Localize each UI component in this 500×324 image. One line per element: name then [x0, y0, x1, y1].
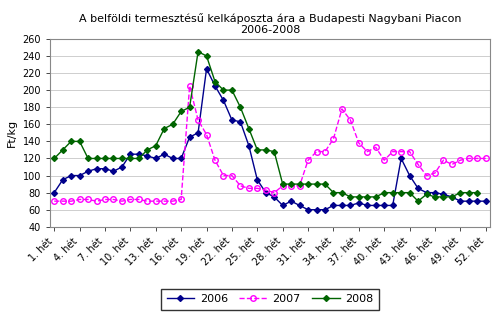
2006 — [305, 208, 311, 212]
Line: 2006: 2006 — [52, 67, 488, 212]
2007 — [186, 84, 192, 88]
Title: A belföldi termesztésű kelkáposzta ára a Budapesti Nagybani Piacon
2006-2008: A belföldi termesztésű kelkáposzta ára a… — [79, 13, 461, 35]
2008 — [339, 191, 345, 195]
2006 — [263, 191, 269, 195]
Y-axis label: Ft/kg: Ft/kg — [7, 119, 17, 147]
2006 — [51, 191, 57, 195]
2006 — [288, 199, 294, 203]
Legend: 2006, 2007, 2008: 2006, 2007, 2008 — [161, 289, 379, 310]
2007 — [263, 188, 269, 192]
2006 — [348, 203, 354, 207]
2008 — [144, 148, 150, 152]
2007 — [483, 156, 489, 160]
2008 — [178, 110, 184, 113]
2007 — [322, 150, 328, 154]
2006 — [204, 67, 210, 71]
2008 — [195, 50, 201, 54]
2007 — [212, 158, 218, 162]
2007 — [339, 107, 345, 111]
2008 — [51, 156, 57, 160]
Line: 2007: 2007 — [52, 83, 488, 204]
2008 — [364, 195, 370, 199]
2006 — [212, 84, 218, 88]
2006 — [85, 169, 91, 173]
2008 — [474, 191, 480, 195]
2008 — [186, 105, 192, 109]
2007 — [85, 198, 91, 202]
2008 — [466, 191, 472, 195]
2008 — [415, 199, 421, 203]
2006 — [330, 203, 336, 207]
2007 — [51, 199, 57, 203]
2006 — [483, 199, 489, 203]
Line: 2008: 2008 — [52, 50, 480, 203]
2007 — [458, 158, 464, 162]
